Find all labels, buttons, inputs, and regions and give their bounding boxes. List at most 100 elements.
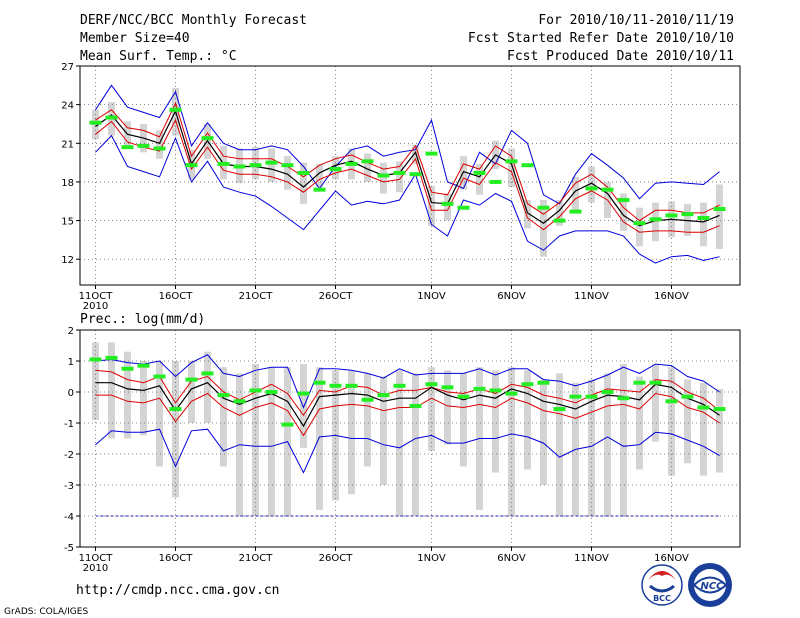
temp-ytick-label: 12	[61, 255, 74, 266]
temp-spread-box	[396, 161, 403, 193]
prec-spread-box	[716, 388, 723, 473]
temp-obs-marker	[89, 120, 102, 125]
temp-obs-marker	[313, 187, 326, 192]
temp-xtick-label: 26OCT	[319, 291, 354, 302]
temp-obs-marker	[393, 170, 406, 175]
temp-spread-box	[636, 207, 643, 247]
prec-obs-marker	[233, 399, 246, 404]
bcc-logo-text: BCC	[653, 594, 671, 603]
temp-obs-marker	[697, 216, 710, 221]
prec-obs-marker	[393, 383, 406, 388]
temp-spread-box	[700, 202, 707, 247]
temp-obs-marker	[377, 173, 390, 178]
prec-ytick-label: -2	[64, 450, 74, 461]
prec-spread-box	[300, 364, 307, 448]
temp-spread-box	[524, 199, 531, 229]
prec-obs-marker	[457, 394, 470, 399]
temp-obs-marker	[361, 159, 374, 164]
temp-obs-marker	[425, 151, 438, 156]
prec-spread-box	[508, 367, 515, 516]
prec-spread-box	[684, 379, 691, 464]
prec-obs-marker	[361, 397, 374, 402]
ncc-logo-text: NCC	[700, 581, 724, 592]
prec-ytick-label: -4	[64, 512, 74, 523]
prec-spread-box	[588, 379, 595, 516]
temp-series-max	[95, 84, 720, 205]
header-start-date: Fcst Started Refer Date 2010/10/10	[468, 31, 734, 46]
temp-obs-marker	[505, 159, 518, 164]
temp-ytick-label: 24	[61, 101, 74, 112]
temp-spread-box	[268, 148, 275, 182]
prec-obs-marker	[633, 380, 646, 385]
prec-spread-box	[380, 376, 387, 485]
prec-obs-marker	[473, 386, 486, 391]
prec-obs-marker	[265, 390, 278, 394]
prec-obs-marker	[153, 374, 166, 379]
prec-xtick-label: 1NOV	[417, 553, 446, 564]
temp-xtick-label: 6NOV	[497, 291, 526, 302]
temp-spread-box	[316, 163, 323, 188]
ncc-logo-globe-icon	[693, 576, 728, 594]
temp-obs-marker	[121, 145, 134, 150]
prec-series-upper	[95, 369, 720, 417]
temp-obs-marker	[553, 218, 566, 223]
temp-obs-marker	[633, 221, 646, 226]
prec-obs-marker	[121, 366, 134, 371]
temp-obs-marker	[281, 163, 294, 168]
footer-url[interactable]: http://cmdp.ncc.cma.gov.cn	[76, 583, 280, 598]
ncc-logo: NCC	[688, 563, 732, 607]
prec-obs-marker	[681, 394, 694, 399]
temp-spread-box	[684, 203, 691, 237]
prec-spread-box	[460, 373, 467, 467]
prec-spread-box	[668, 367, 675, 476]
prec-spread-box	[604, 373, 611, 516]
temp-series-upper	[95, 102, 720, 222]
prec-series-max	[95, 354, 720, 409]
temp-spread-box	[508, 148, 515, 188]
prec-spread-box	[428, 367, 435, 451]
prec-spread-box	[636, 376, 643, 470]
prec-spread-box	[700, 382, 707, 476]
temp-obs-marker	[713, 206, 726, 211]
prec-obs-marker	[713, 407, 726, 412]
temp-series-lower	[95, 118, 720, 233]
prec-spread-box	[396, 370, 403, 516]
temp-xtick-label: 16NOV	[654, 291, 689, 302]
temp-obs-marker	[537, 205, 550, 210]
prec-obs-marker	[601, 390, 614, 394]
temp-xtick-label: 1NOV	[417, 291, 446, 302]
prec-spread-box	[172, 361, 179, 498]
temp-spread-box	[428, 185, 435, 226]
prec-obs-marker	[201, 371, 214, 376]
temp-xtick-label: 11OCT	[79, 291, 114, 302]
prec-spread-box	[556, 373, 563, 516]
prec-obs-marker	[617, 396, 630, 401]
prec-obs-marker	[377, 393, 390, 398]
prec-xtick-label: 16NOV	[654, 553, 689, 564]
temp-obs-marker	[297, 170, 310, 175]
prec-obs-marker	[105, 355, 118, 360]
temp-obs-marker	[233, 164, 246, 169]
prec-ytick-label: 2	[68, 326, 74, 337]
prec-obs-marker	[89, 357, 102, 362]
temp-spread-box	[380, 162, 387, 194]
temp-obs-marker	[441, 201, 454, 206]
footer-credit: GrADS: COLA/IGES	[4, 607, 88, 617]
prec-ytick-label: -5	[64, 543, 74, 554]
prec-obs-marker	[329, 383, 342, 388]
prec-obs-marker	[425, 382, 438, 387]
prec-obs-marker	[489, 388, 502, 393]
prec-spread-box	[444, 370, 451, 445]
prec-spread-box	[620, 364, 627, 516]
temp-obs-marker	[457, 205, 470, 210]
prec-obs-marker	[505, 391, 518, 396]
temp-ytick-label: 21	[61, 139, 74, 150]
prec-xtick-label: 11OCT	[79, 553, 114, 564]
prec-spread-box	[156, 361, 163, 467]
temp-spread-box	[124, 121, 131, 149]
temp-spread-box	[300, 162, 307, 204]
prec-obs-marker	[569, 394, 582, 399]
temp-obs-marker	[409, 172, 422, 177]
